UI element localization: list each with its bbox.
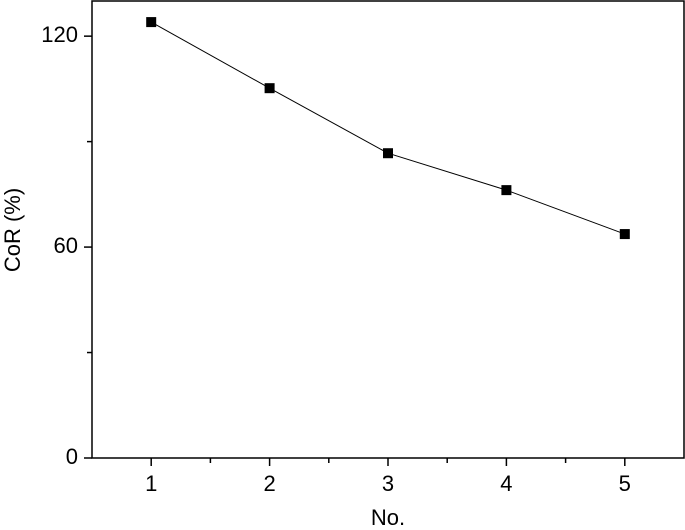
data-point <box>146 17 157 28</box>
x-axis-label: No. <box>371 505 405 530</box>
x-tick-label: 4 <box>500 471 512 496</box>
x-tick-label: 2 <box>263 471 275 496</box>
y-tick-label: 0 <box>66 444 78 469</box>
x-tick-label: 5 <box>619 471 631 496</box>
x-tick-label: 3 <box>382 471 394 496</box>
data-point <box>264 83 275 94</box>
data-point <box>383 148 393 159</box>
data-point <box>619 229 630 240</box>
x-tick-label: 1 <box>145 471 157 496</box>
y-tick-label: 120 <box>41 22 78 47</box>
data-point <box>501 185 512 196</box>
y-tick-label: 60 <box>54 233 78 258</box>
plot-frame <box>91 0 685 459</box>
y-axis-label: CoR (%) <box>0 188 25 272</box>
data-line <box>150 21 625 235</box>
